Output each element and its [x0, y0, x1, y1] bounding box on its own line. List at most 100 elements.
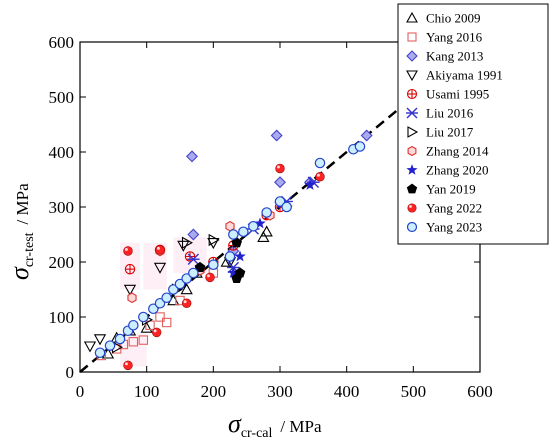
legend-label: Kang 2013: [426, 49, 483, 64]
legend: Chio 2009 Yang 2016 Kang 2013 Akiyama 1991 U…: [397, 3, 549, 245]
y-tick-label: 0: [66, 363, 75, 382]
legend-marker: [406, 50, 418, 62]
legend-marker: [406, 88, 418, 100]
data-point: [174, 278, 186, 290]
x-tick-label: 500: [401, 382, 427, 401]
data-point: [234, 267, 246, 278]
y-tick-label: 500: [49, 88, 75, 107]
data-point: [114, 333, 126, 345]
y-axis-title: σcr-test/ MPa: [5, 183, 37, 280]
data-point: [153, 262, 167, 274]
y-tick-label: 300: [49, 198, 75, 217]
legend-box: [397, 3, 549, 245]
data-point: [208, 259, 219, 271]
data-point: [161, 292, 172, 304]
legend-label: Yan 2019: [426, 182, 476, 197]
x-tick-label: 400: [334, 382, 360, 401]
data-point: [360, 129, 373, 142]
data-point: [155, 245, 165, 255]
legend-item: Kang 2013: [406, 49, 483, 64]
data-point: [260, 225, 273, 237]
legend-item: Liu 2017: [407, 125, 474, 140]
data-point: [94, 347, 106, 359]
data-point: [205, 272, 215, 283]
legend-label: Usami 1995: [426, 87, 489, 102]
data-point: [127, 292, 137, 304]
data-point: [128, 337, 139, 347]
x-tick-label: 0: [76, 382, 85, 401]
x-tick-label: 300: [267, 382, 293, 401]
legend-item: Akiyama 1991: [406, 68, 503, 83]
data-point: [138, 311, 149, 323]
data-point: [138, 335, 149, 345]
data-point: [207, 238, 220, 250]
data-point: [257, 230, 270, 242]
legend-label: Zhang 2020: [426, 163, 488, 178]
y-tick-label: 100: [49, 308, 75, 327]
data-point: [83, 341, 97, 353]
data-point: [228, 229, 239, 240]
data-point: [123, 284, 137, 296]
data-point: [304, 178, 316, 190]
legend-label: Liu 2017: [426, 125, 474, 140]
legend-marker: [407, 32, 417, 42]
legend-item: Usami 1995: [406, 87, 489, 102]
data-point: [123, 246, 133, 256]
legend-item: Chio 2009: [406, 11, 481, 26]
legend-label: Yang 2016: [426, 30, 483, 45]
data-point: [354, 141, 366, 152]
data-point: [281, 201, 292, 213]
legend-item: Zhang 2020: [406, 163, 488, 178]
data-point: [140, 321, 153, 333]
data-point: [155, 312, 165, 322]
legend-marker: [406, 107, 418, 119]
data-point: [275, 163, 285, 174]
legend-label: Chio 2009: [426, 11, 481, 26]
data-point: [168, 284, 179, 295]
x-tick-label: 100: [134, 382, 160, 401]
legend-item: Yang 2016: [407, 30, 483, 45]
data-point: [270, 129, 283, 142]
data-point: [208, 233, 220, 247]
legend-marker: [406, 183, 418, 194]
axis-ticks: 0 100 200 300 400 500 600 0 100 200 300 400 500 600: [49, 33, 493, 401]
series-akiyama-1991: [83, 238, 237, 353]
data-point: [254, 217, 266, 229]
legend-label: Liu 2016: [426, 106, 474, 121]
data-point: [181, 273, 192, 284]
x-tick-label: 200: [201, 382, 227, 401]
data-point: [181, 236, 193, 249]
data-points: [83, 129, 373, 371]
legend-items: Chio 2009 Yang 2016 Kang 2013 Akiyama 1991 U…: [406, 11, 503, 235]
series-yang-2022: [123, 163, 325, 371]
legend-item: Yang 2023: [406, 220, 482, 235]
data-point: [234, 250, 246, 262]
data-point: [124, 263, 136, 275]
data-point: [123, 360, 133, 371]
legend-marker: [406, 70, 418, 82]
data-point: [104, 340, 116, 351]
legend-label: Akiyama 1991: [426, 68, 503, 83]
data-point: [194, 261, 206, 273]
data-point: [248, 220, 259, 232]
data-point: [151, 327, 162, 338]
data-point: [274, 196, 286, 207]
x-axis-title: σcr-cal / MPa: [228, 409, 322, 439]
data-point: [180, 283, 193, 295]
legend-item: Yang 2022: [407, 201, 482, 216]
data-point: [187, 228, 200, 241]
series-yan-2019: [194, 237, 246, 284]
legend-marker: [407, 126, 419, 138]
data-point: [93, 334, 107, 346]
data-point: [261, 207, 272, 218]
y-tick-label: 200: [49, 253, 75, 272]
y-tick-label: 600: [49, 33, 75, 52]
data-point: [161, 317, 172, 328]
legend-item: Yan 2019: [406, 182, 476, 197]
data-point: [274, 176, 286, 189]
data-point: [181, 298, 192, 308]
legend-label: Yang 2023: [426, 220, 482, 235]
legend-label: Yang 2022: [426, 201, 482, 216]
data-point: [186, 150, 198, 163]
